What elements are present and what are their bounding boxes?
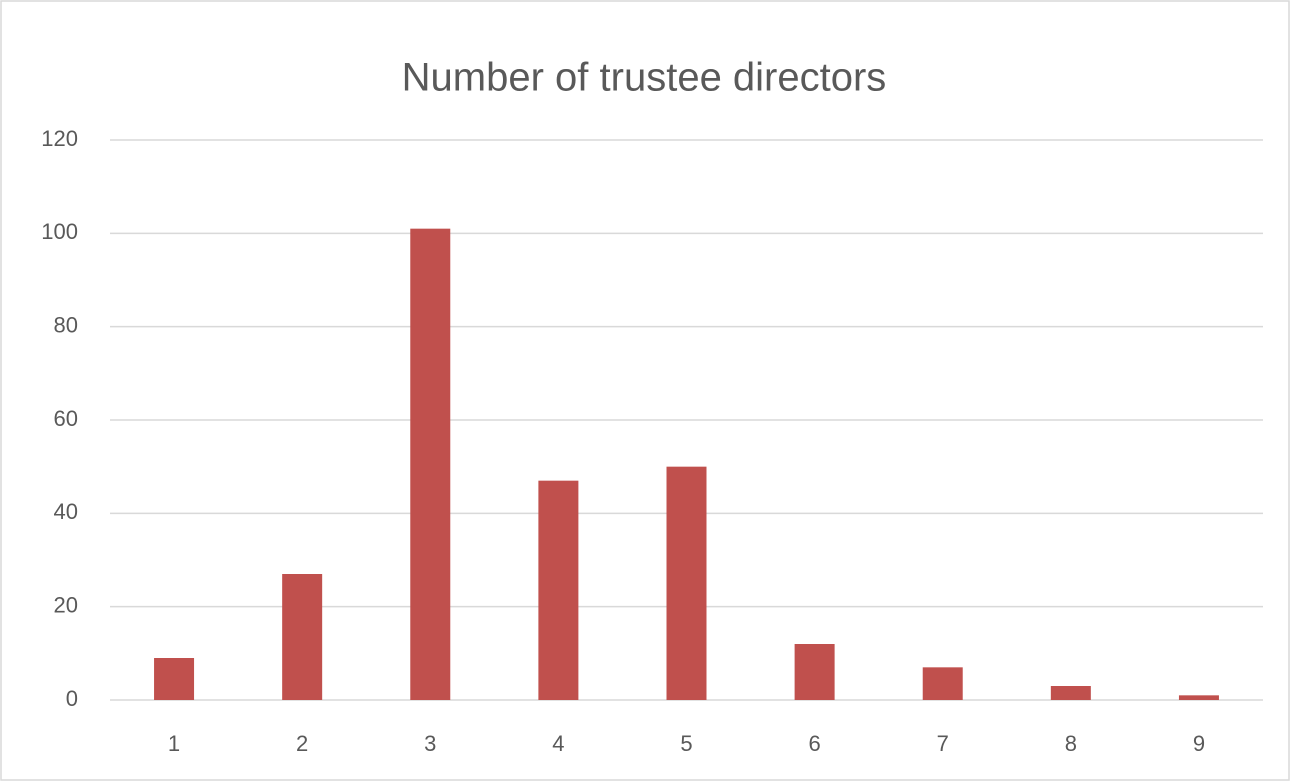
bar: [282, 574, 323, 700]
x-tick-label: 7: [937, 731, 949, 756]
bar: [1178, 695, 1219, 700]
x-tick-label: 6: [808, 731, 820, 756]
bar: [410, 228, 451, 700]
y-tick-label: 60: [54, 406, 78, 431]
x-tick-label: 2: [296, 731, 308, 756]
y-tick-label: 40: [54, 499, 78, 524]
bar: [1050, 686, 1091, 700]
bar: [666, 466, 707, 700]
x-tick-label: 9: [1193, 731, 1205, 756]
y-tick-label: 20: [54, 592, 78, 617]
x-tick-label: 8: [1065, 731, 1077, 756]
x-tick-label: 3: [424, 731, 436, 756]
x-tick-label: 4: [552, 731, 564, 756]
y-tick-label: 100: [41, 219, 78, 244]
bar: [794, 644, 835, 700]
y-tick-label: 0: [66, 686, 78, 711]
bar: [538, 480, 579, 700]
y-tick-label: 80: [54, 312, 78, 337]
x-tick-label: 1: [168, 731, 180, 756]
x-tick-label: 5: [680, 731, 692, 756]
bar: [922, 667, 963, 700]
y-tick-label: 120: [41, 126, 78, 151]
bar: [154, 658, 195, 700]
chart-title: Number of trustee directors: [402, 56, 887, 100]
